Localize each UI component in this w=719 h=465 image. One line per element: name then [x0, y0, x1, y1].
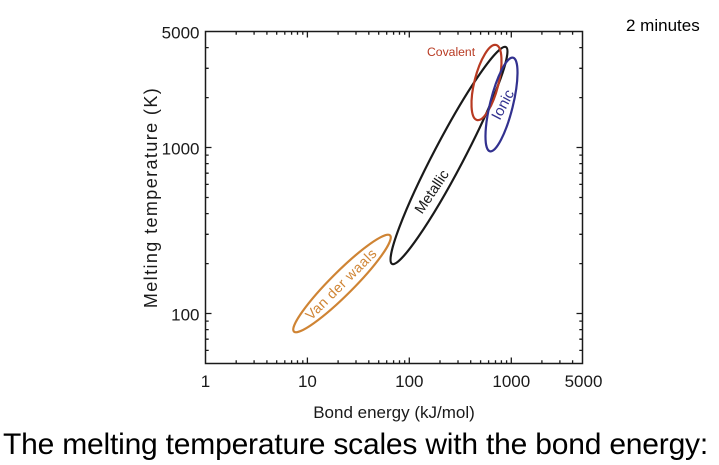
svg-text:1000: 1000: [162, 139, 200, 158]
svg-text:10: 10: [298, 372, 317, 391]
svg-text:100: 100: [171, 305, 199, 324]
svg-text:100: 100: [395, 372, 423, 391]
svg-text:5000: 5000: [565, 372, 603, 391]
svg-text:2 minutes: 2 minutes: [626, 16, 700, 35]
svg-text:1: 1: [201, 372, 210, 391]
svg-text:Covalent: Covalent: [427, 45, 476, 59]
svg-text:5000: 5000: [162, 23, 200, 42]
svg-text:Melting temperature (K): Melting temperature (K): [141, 87, 161, 308]
svg-text:Bond energy (kJ/mol): Bond energy (kJ/mol): [313, 403, 475, 422]
svg-text:The melting temperature scales: The melting temperature scales with the …: [3, 428, 708, 461]
svg-text:1000: 1000: [492, 372, 530, 391]
